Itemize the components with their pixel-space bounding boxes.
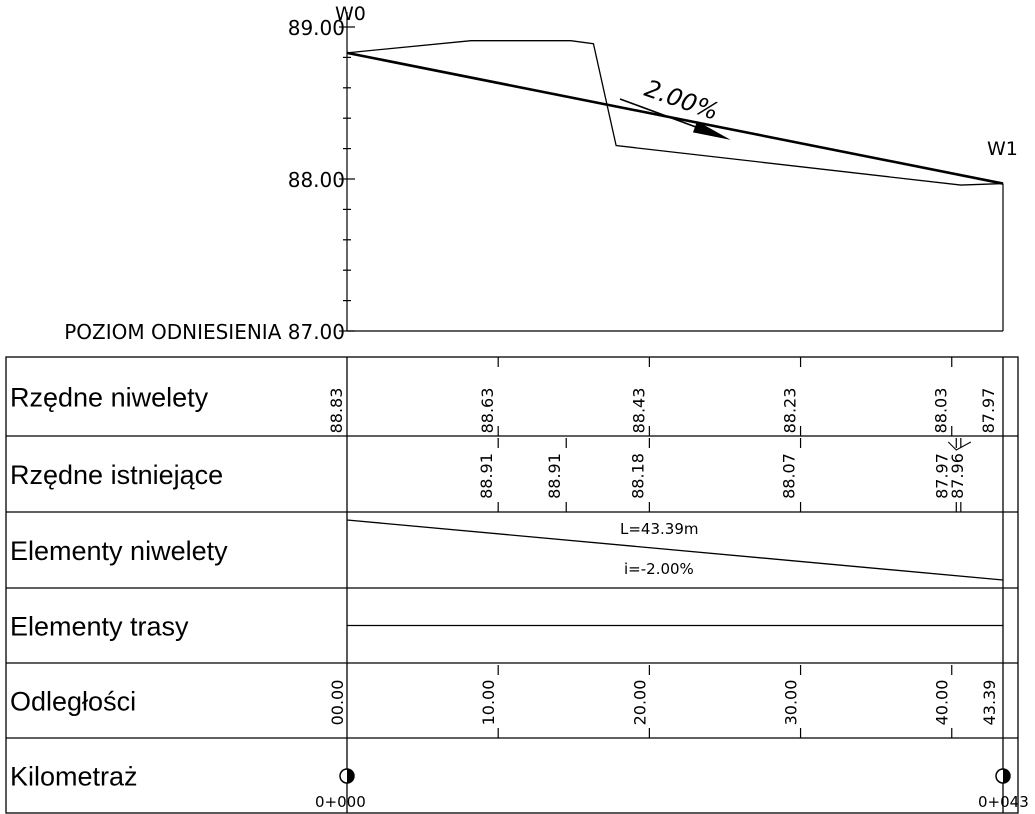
chainage-marker-half: [347, 769, 354, 783]
existing-elevation-value: 88.91: [545, 453, 564, 499]
grade-element-length: L=43.39m: [620, 520, 698, 538]
band-row-label: Kilometraż: [10, 762, 138, 792]
niweleta-elevation-value: 88.83: [327, 388, 346, 434]
distance-value: 20.00: [630, 680, 649, 726]
end-point-label: W1: [987, 138, 1018, 160]
design-grade-line: [346, 51, 1004, 185]
bands-frame: [5, 356, 1019, 814]
band-row-label: Elementy trasy: [10, 612, 189, 642]
data-bands-table: Rzędne niwelety Rzędne istniejące Elementy…: [5, 356, 1029, 814]
grade-label: 2.00%: [641, 74, 722, 126]
niweleta-elevation-value: 88.03: [932, 388, 951, 434]
distance-value: 10.00: [479, 680, 498, 726]
grade-element-line: [346, 519, 1004, 581]
niweleta-elevation-value: 88.23: [781, 388, 800, 434]
band-row-label: Odległości: [10, 687, 136, 717]
elevation-label: POZIOM ODNIESIENIA 87.00: [64, 320, 345, 344]
elevation-label: 89.00: [288, 16, 345, 40]
existing-elevation-value: 88.91: [477, 453, 496, 499]
distance-value: 43.39: [980, 680, 999, 726]
niweleta-elevation-value: 88.63: [478, 388, 497, 434]
grade-element-slope: i=-2.00%: [624, 560, 694, 578]
existing-elevation-value: 88.07: [780, 453, 799, 499]
chainage-label: 0+043: [978, 793, 1029, 811]
band-row-label: Rzędne niwelety: [10, 383, 209, 413]
profile-view: 89.00 88.00 POZIOM ODNIESIENIA 87.00 W0 W1 2.…: [64, 3, 1018, 344]
grade-arrow-shaft: [619, 98, 698, 129]
chainage-marker-half: [1003, 769, 1010, 783]
chainage-label: 0+000: [315, 793, 366, 811]
distance-value: 00.00: [328, 680, 347, 726]
distance-value: 30.00: [782, 680, 801, 726]
niweleta-elevation-value: 87.97: [979, 388, 998, 434]
grade-arrow: [619, 98, 731, 140]
band-row-label: Rzędne istniejące: [10, 460, 223, 490]
distance-value: 40.00: [933, 680, 952, 726]
existing-elevation-value: 88.18: [628, 453, 647, 499]
niweleta-elevation-value: 88.43: [629, 388, 648, 434]
existing-elevation-value: 87.97: [932, 453, 951, 499]
existing-value-leader: [947, 441, 972, 451]
elevation-label: 88.00: [288, 168, 345, 192]
grade-arrow-head: [692, 121, 731, 140]
start-point-label: W0: [335, 3, 366, 25]
band-row-label: Elementy niwelety: [10, 536, 228, 566]
existing-ground-line: [346, 40, 1004, 186]
existing-elevation-value: 87.96: [948, 453, 967, 499]
